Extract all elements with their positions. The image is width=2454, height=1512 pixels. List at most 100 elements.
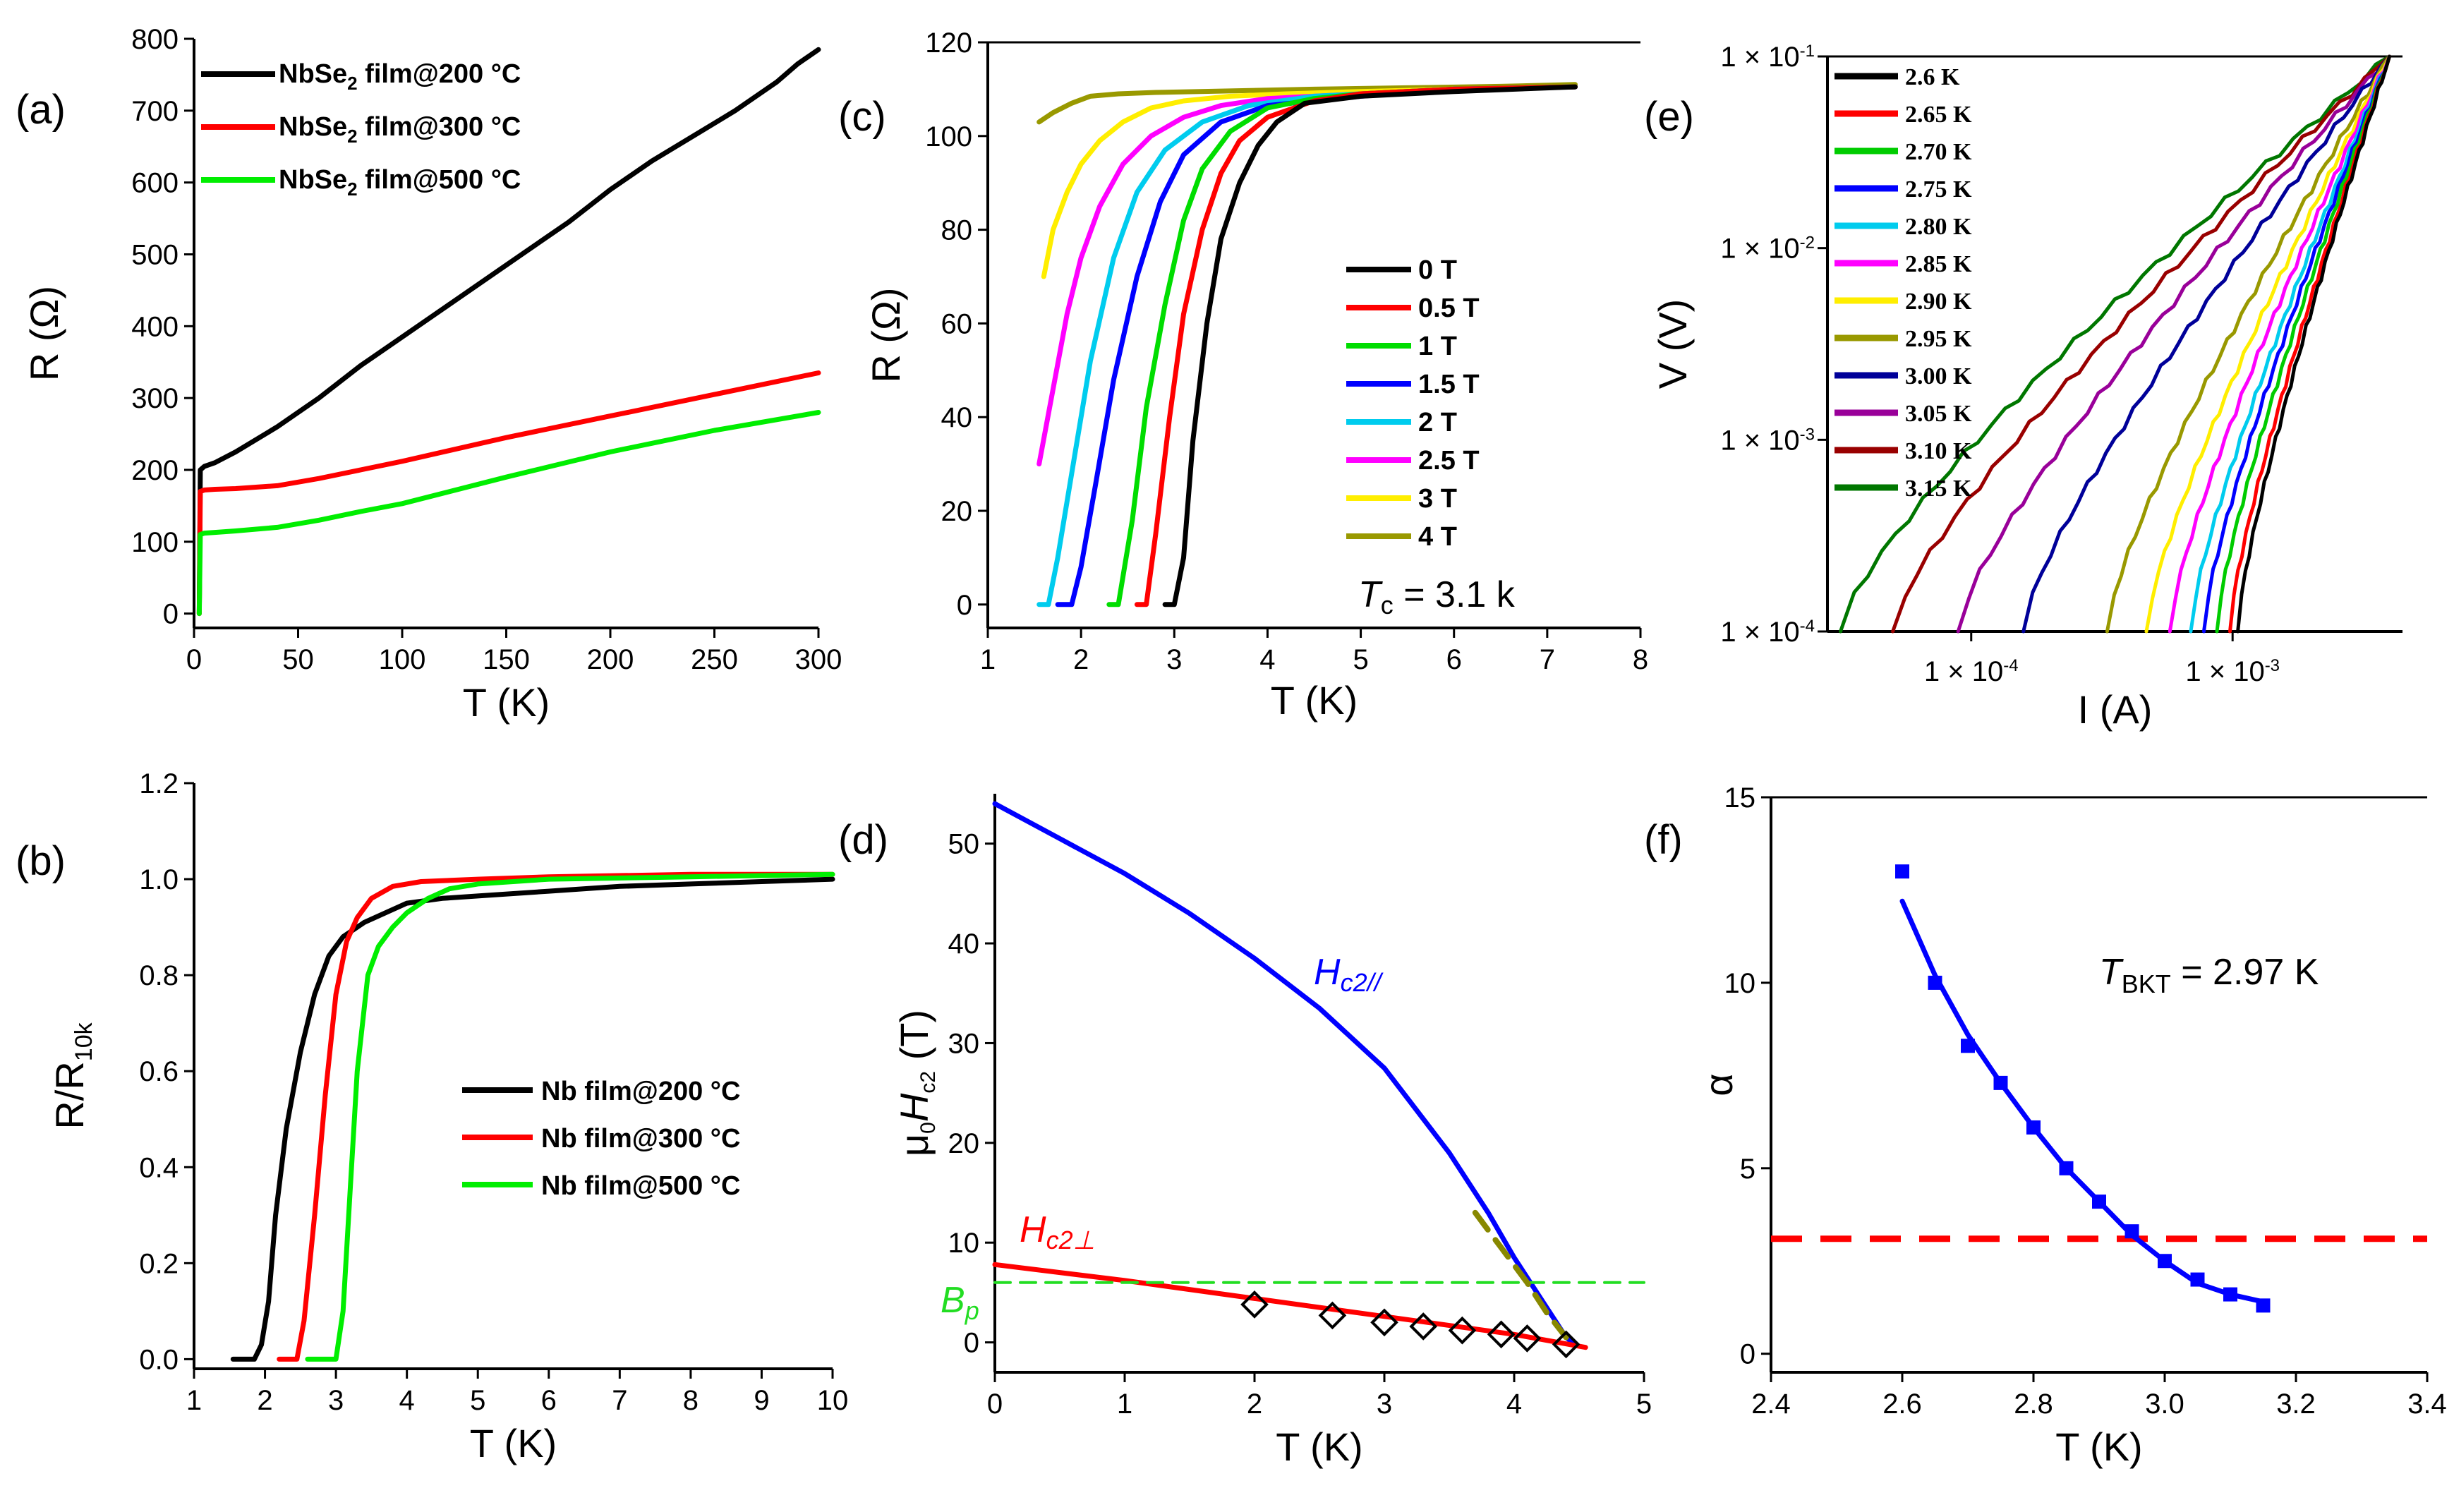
- d-data-marker: [1513, 1324, 1542, 1353]
- f-x-axis-label: T (K): [2055, 1425, 2142, 1469]
- b-series-line: [305, 871, 835, 1362]
- e-series-line: [2021, 54, 2391, 634]
- b-xtick-label: 9: [754, 1385, 769, 1416]
- e-legend-label: 2.75 K: [1905, 176, 1972, 202]
- b-ytick-label: 1.0: [139, 864, 179, 895]
- d-data-marker: [1318, 1301, 1347, 1330]
- c-ytick-label: 40: [941, 402, 973, 433]
- c-legend-label: 4 T: [1418, 522, 1457, 552]
- b-legend-label: Nb film@300 °C: [541, 1124, 740, 1154]
- d-ytick-label: 40: [948, 929, 980, 960]
- e-series-line: [2168, 54, 2391, 634]
- e-ytick-label: 1 × 10-1: [1720, 42, 1815, 73]
- a-y-axis-label: R (Ω): [22, 286, 66, 381]
- d-xtick-label: 1: [1117, 1389, 1132, 1420]
- a-legend-label: NbSe2 film@200 °C: [279, 59, 521, 94]
- d-x-axis-label: T (K): [1276, 1425, 1362, 1469]
- d-annotation: Hc2//: [1314, 952, 1384, 997]
- a-xtick-label: 250: [691, 644, 738, 675]
- c-ytick-label: 60: [941, 308, 973, 339]
- a-panel-label: (a): [16, 87, 66, 133]
- a-series-line: [196, 410, 821, 617]
- c-ytick-label: 0: [957, 590, 972, 621]
- a-xtick-label: 0: [186, 644, 202, 675]
- f-annotation: TBKT = 2.97 K: [2099, 952, 2319, 998]
- c-panel-label: (c): [838, 94, 886, 140]
- panel-e: 1 × 10-4 1 × 10-3 1 × 10-1 1 × 10-2 1 × 10-3…: [1644, 42, 2402, 732]
- a-xtick-label: 50: [282, 644, 314, 675]
- b-ytick-label: 0.6: [139, 1056, 179, 1087]
- a-ytick-label: 700: [131, 96, 179, 127]
- e-ytick-label: 1 × 10-3: [1720, 425, 1815, 456]
- f-ytick-label: 15: [1724, 782, 1756, 814]
- d-data-marker: [1448, 1316, 1477, 1345]
- f-data-point: [2223, 1287, 2237, 1302]
- f-data-point: [2158, 1254, 2172, 1269]
- b-xtick-label: 1: [186, 1385, 202, 1416]
- e-legend-label: 3.15 K: [1905, 476, 1972, 502]
- c-ytick-label: 120: [925, 28, 972, 59]
- f-xtick-label: 3.4: [2407, 1389, 2447, 1420]
- c-legend-label: 2.5 T: [1418, 446, 1480, 476]
- e-series-line: [1839, 54, 2391, 634]
- a-x-axis-label: T (K): [463, 680, 550, 725]
- f-panel-label: (f): [1644, 817, 1683, 863]
- d-ytick-label: 20: [948, 1128, 980, 1159]
- e-legend-label: 2.65 K: [1905, 102, 1972, 128]
- c-xtick-label: 6: [1446, 644, 1462, 675]
- c-series-line: [1036, 84, 1578, 467]
- b-y-axis-label: R/R10k: [47, 1022, 97, 1129]
- c-series-line: [1041, 84, 1578, 279]
- d-data-marker: [1552, 1330, 1580, 1359]
- f-data-point: [2059, 1161, 2074, 1175]
- b-xtick-label: 6: [541, 1385, 557, 1416]
- e-panel-label: (e): [1644, 94, 1694, 140]
- c-xtick-label: 4: [1259, 644, 1275, 675]
- d-data-marker: [1240, 1290, 1269, 1319]
- a-xtick-label: 150: [483, 644, 530, 675]
- b-ytick-label: 0.2: [139, 1248, 179, 1279]
- c-legend-label: 2 T: [1418, 408, 1457, 437]
- a-ytick-label: 600: [131, 168, 179, 199]
- e-legend-label: 3.05 K: [1905, 401, 1972, 427]
- a-ytick-label: 300: [131, 383, 179, 414]
- e-series-line: [2236, 54, 2391, 634]
- b-xtick-label: 3: [328, 1385, 344, 1416]
- f-data-point: [1895, 864, 1909, 879]
- c-xtick-label: 3: [1166, 644, 1182, 675]
- c-ytick-label: 100: [925, 121, 972, 152]
- d-data-marker: [1370, 1308, 1398, 1337]
- f-data-point: [2190, 1272, 2205, 1287]
- d-xtick-label: 5: [1636, 1389, 1652, 1420]
- c-xtick-label: 7: [1540, 644, 1555, 675]
- f-xtick-label: 3.2: [2276, 1389, 2316, 1420]
- f-ytick-label: 0: [1740, 1339, 1755, 1370]
- a-ytick-label: 500: [131, 239, 179, 270]
- e-series-line: [2189, 54, 2391, 634]
- c-legend-label: 3 T: [1418, 484, 1457, 514]
- b-xtick-label: 7: [612, 1385, 627, 1416]
- f-data-point: [1928, 975, 1942, 990]
- e-legend-label: 2.6 K: [1905, 64, 1960, 90]
- f-y-axis-label: α: [1696, 1073, 1741, 1096]
- panel-a: 0 50 100 150 200 250 300 0 100 200 300 400 500 600 700…: [16, 24, 842, 725]
- d-annotation: Hc2⊥: [1020, 1209, 1095, 1254]
- d-ytick-label: 50: [948, 829, 980, 860]
- f-ytick-label: 5: [1740, 1154, 1755, 1185]
- d-series-line: [992, 1262, 1588, 1350]
- b-xtick-label: 8: [683, 1385, 699, 1416]
- f-data-point: [2092, 1195, 2106, 1209]
- f-xtick-label: 2.4: [1751, 1389, 1791, 1420]
- c-series-line: [1055, 84, 1578, 607]
- e-ytick-label: 1 × 10-4: [1720, 617, 1815, 648]
- panel-b: 1 2 3 4 5 6 7 8 9 10 0.0 0.2 0.4 0.6 0.8 1.0 1.2 T (K) R/R…: [16, 768, 848, 1465]
- f-data-point: [2026, 1120, 2041, 1135]
- c-annotation: Tc = 3.1 k: [1358, 574, 1516, 619]
- e-x-axis-label: I (A): [2078, 687, 2153, 732]
- c-ytick-label: 20: [941, 496, 973, 527]
- b-xtick-label: 4: [399, 1385, 415, 1416]
- a-legend-label: NbSe2 film@500 °C: [279, 165, 521, 200]
- c-xtick-label: 5: [1353, 644, 1368, 675]
